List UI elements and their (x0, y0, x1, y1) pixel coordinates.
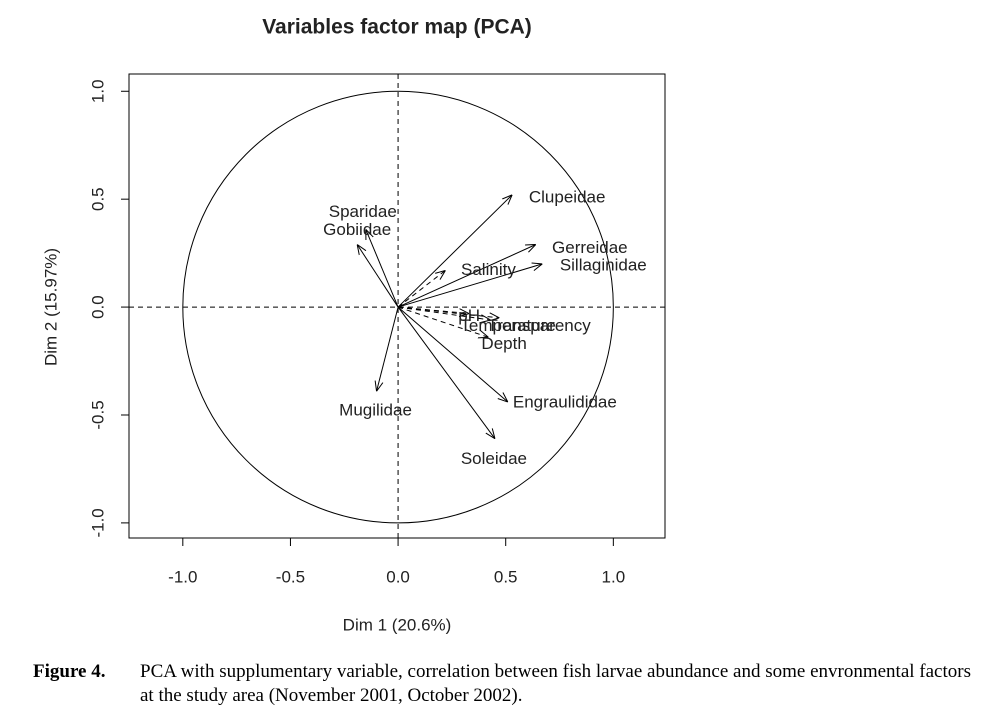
y-tick-label: -1.0 (88, 508, 107, 537)
caption: Figure 4. PCA with supplumentary variabl… (33, 660, 983, 708)
supplementary-arrow (397, 270, 445, 308)
x-tick-label: 0.5 (494, 567, 518, 586)
variable-arrow (397, 306, 508, 402)
variable-label: Gerreidae (552, 238, 628, 257)
y-tick-label: 0.0 (88, 295, 107, 319)
variable-arrow (397, 306, 495, 439)
variable-label: Sillaginidae (560, 255, 647, 274)
y-tick-label: -0.5 (88, 400, 107, 429)
variable-arrow (357, 244, 399, 308)
variable-label: Depth (481, 334, 526, 353)
chart-title: Variables factor map (PCA) (262, 16, 532, 39)
variable-label: Salinity (461, 260, 516, 279)
variable-arrow (397, 264, 542, 308)
plot-frame (128, 73, 666, 539)
variable-label: Clupeidae (529, 187, 606, 206)
x-tick-label: 0.0 (386, 567, 410, 586)
y-tick-label: 0.5 (88, 187, 107, 211)
variable-label: Sparidae (329, 202, 397, 221)
chart: Variables factor map (PCA) Dim 1 (20.6%)… (41, 16, 666, 634)
supplementary-arrow (398, 306, 499, 318)
unit-circle (182, 90, 614, 524)
variable-arrow (397, 195, 512, 308)
variable-arrow (366, 229, 399, 308)
caption-label: Figure 4. (33, 661, 106, 682)
supplementary-arrow (397, 306, 488, 337)
y-tick-label: 1.0 (88, 79, 107, 103)
variable-label: Transparency (487, 316, 591, 335)
variable-arrow (377, 306, 399, 391)
variable-arrow (397, 244, 536, 308)
y-axis-label: Dim 2 (15.97%) (41, 248, 60, 366)
x-tick-label: -1.0 (168, 567, 197, 586)
supplementary-arrow (398, 306, 491, 320)
x-axis-label: Dim 1 (20.6%) (343, 615, 452, 634)
caption-text: PCA with supplumentary variable, correla… (140, 661, 971, 706)
variable-label: Soleidae (461, 449, 527, 468)
variable-label: Mugilidae (339, 401, 412, 420)
x-tick-label: -0.5 (276, 567, 305, 586)
variable-label: Engraulididae (513, 393, 617, 412)
variable-label: pH (458, 306, 480, 325)
x-tick-label: 1.0 (602, 567, 626, 586)
variable-label: Gobiidae (323, 220, 391, 239)
